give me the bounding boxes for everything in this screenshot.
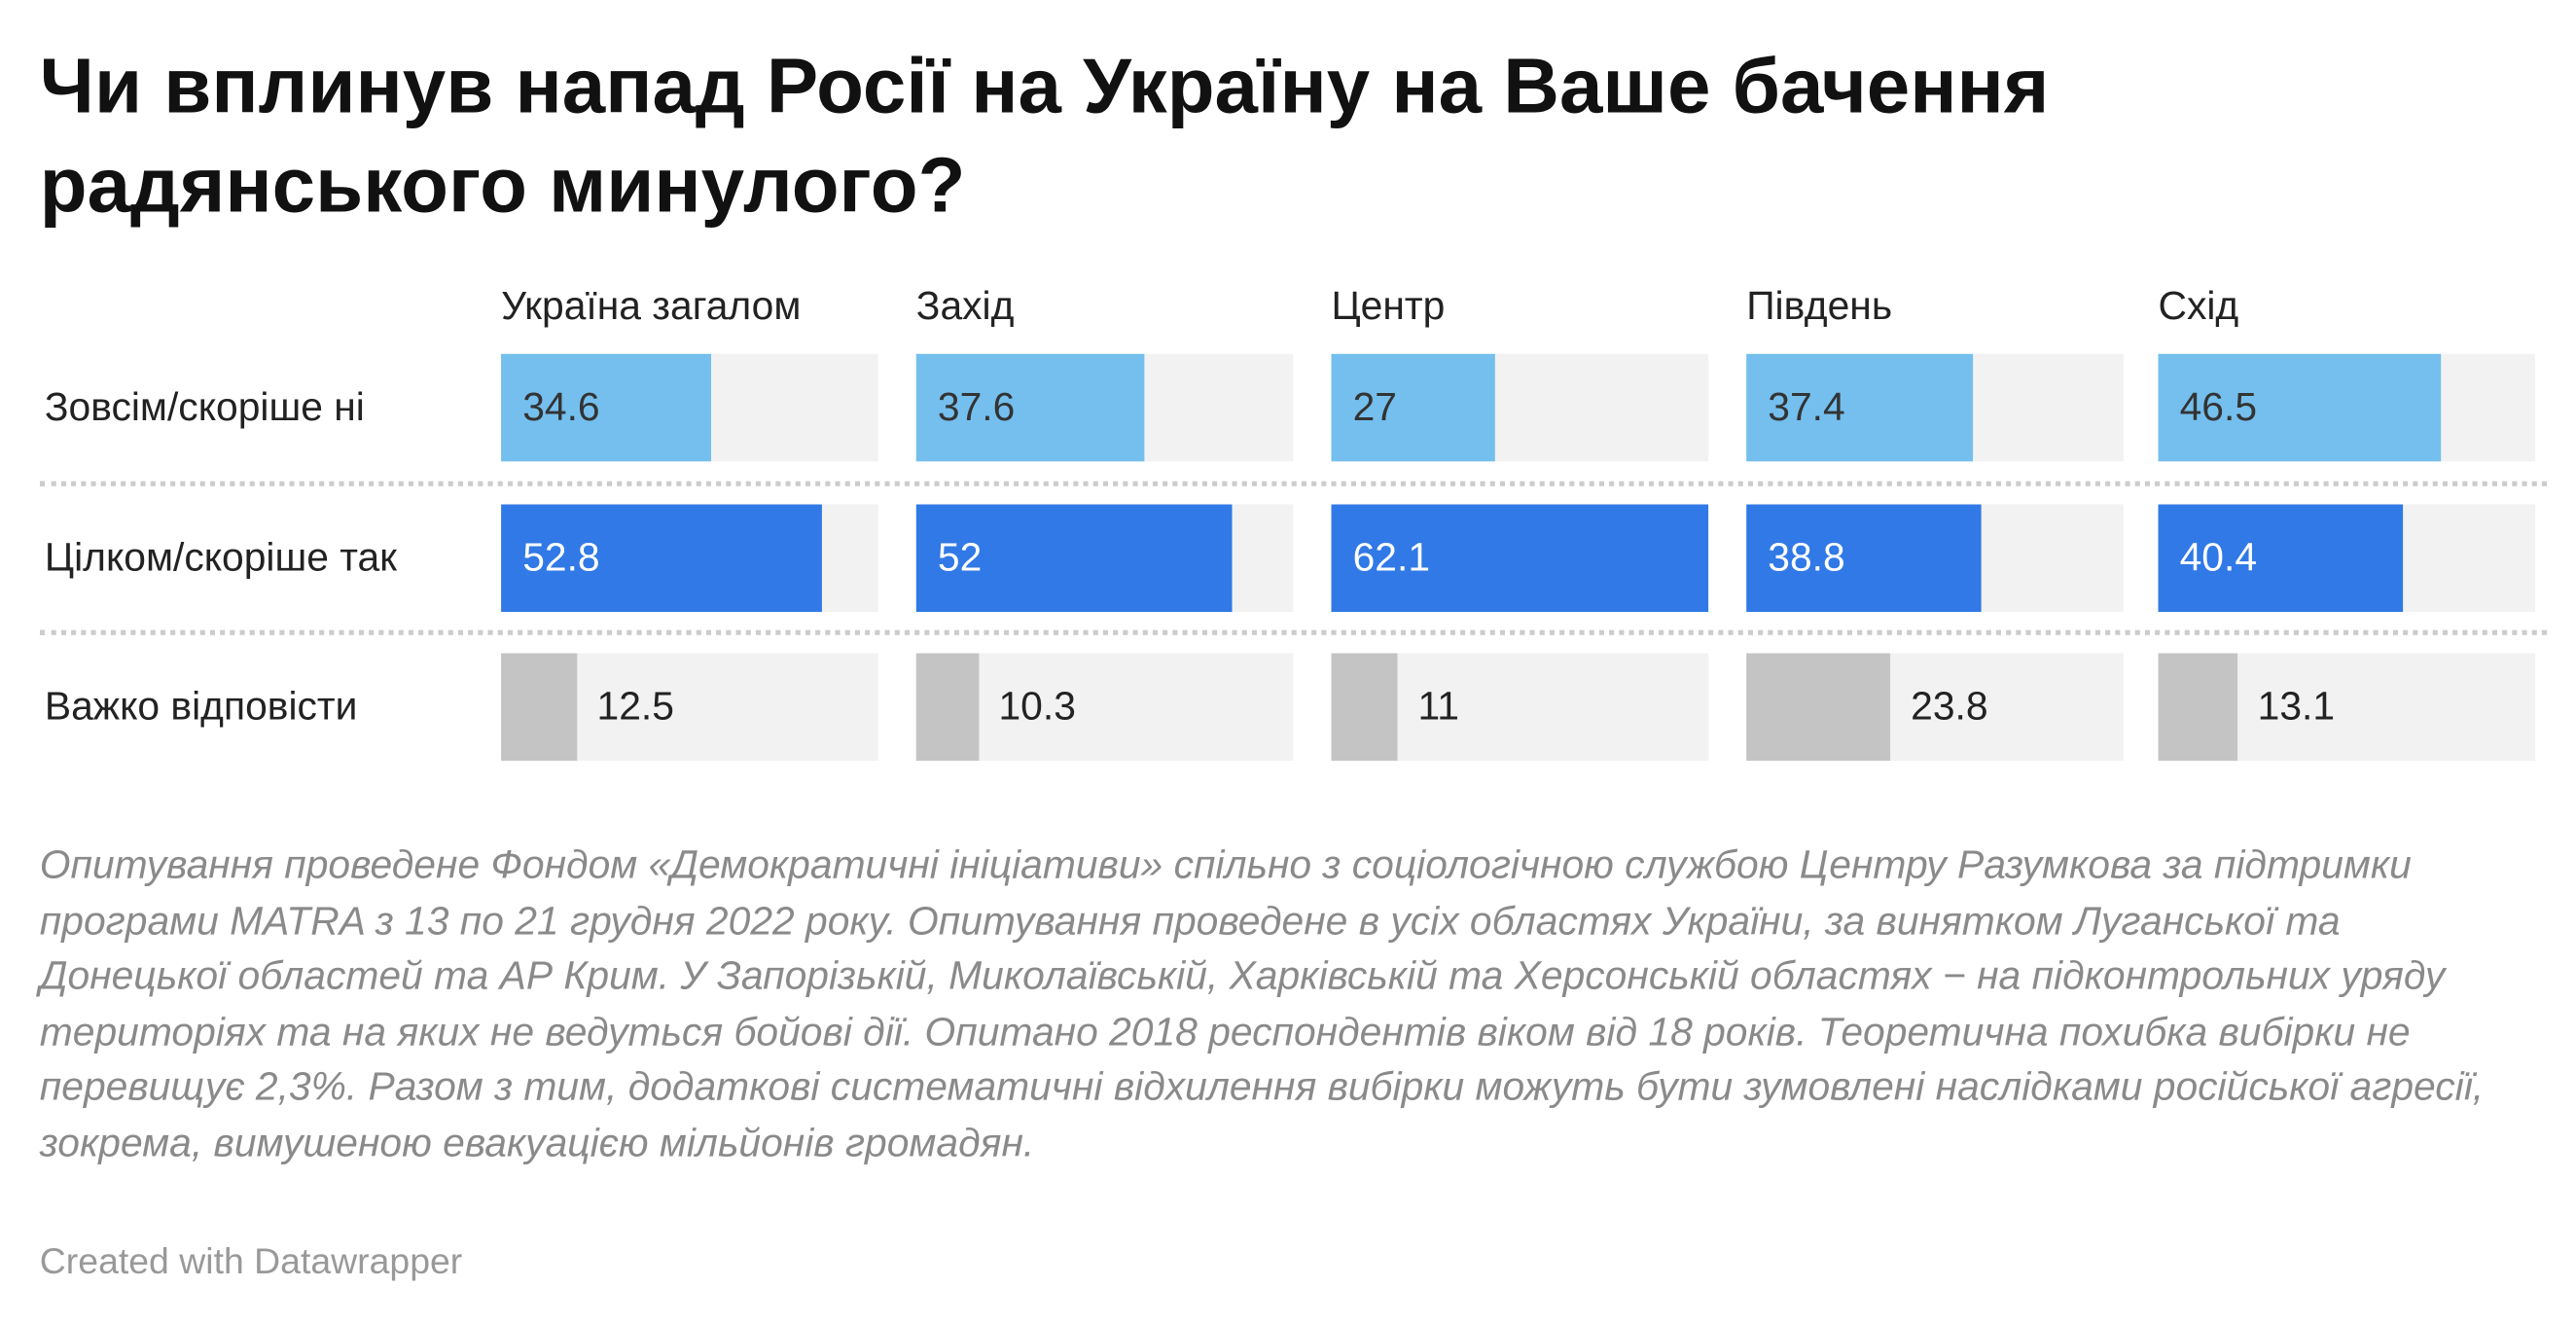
- bar: [1746, 353, 1974, 462]
- bar-track: 34.6: [501, 353, 878, 462]
- bar: [501, 504, 822, 612]
- bar-value-label: 13.1: [2257, 684, 2336, 730]
- bar-track: 37.4: [1746, 353, 2124, 462]
- bar-value-label: 46.5: [2179, 385, 2258, 430]
- column-header: Південь: [1746, 284, 1893, 330]
- bar-track: 23.8: [1746, 653, 2124, 761]
- chart-title: Чи вплинув напад Росії на Україну на Ваш…: [39, 41, 2050, 229]
- bar: [915, 504, 1233, 612]
- chart-notes: Опитування проведене Фондом «Демократичн…: [39, 843, 2485, 1165]
- row-label: Цілком/скоріше так: [44, 535, 398, 581]
- bar-track: 52.8: [501, 504, 878, 612]
- bar-track: 13.1: [2158, 653, 2536, 761]
- bar-value-label: 27: [1352, 385, 1397, 430]
- bar-value-label: 23.8: [1911, 684, 1988, 730]
- bar-value-label: 10.3: [998, 684, 1076, 730]
- bar-track: 12.5: [501, 653, 878, 761]
- bar-track: 46.5: [2158, 353, 2536, 462]
- bar-value-label: 38.8: [1768, 535, 1845, 581]
- bar: [1331, 353, 1496, 462]
- bar: [501, 353, 712, 462]
- row-separator: [39, 481, 2547, 486]
- bar: [501, 653, 578, 761]
- bar-value-label: 11: [1417, 684, 1459, 730]
- bar-value-label: 52.8: [522, 535, 600, 581]
- bar-value-label: 37.4: [1768, 385, 1845, 430]
- column-header: Схід: [2158, 284, 2239, 330]
- column-header: Україна загалом: [501, 284, 802, 330]
- bar: [915, 653, 980, 761]
- bar-track: 52: [915, 504, 1294, 612]
- bar-value-label: 37.6: [937, 385, 1016, 430]
- bar: [2158, 653, 2238, 761]
- bar: [1746, 504, 1983, 612]
- bar-value-label: 34.6: [522, 385, 600, 430]
- bar-track: 37.6: [915, 353, 1294, 462]
- bar-track: 38.8: [1746, 504, 2124, 612]
- bar: [1331, 504, 1709, 612]
- credit-link[interactable]: Created with Datawrapper: [39, 1240, 463, 1282]
- column-header: Захід: [915, 284, 1015, 330]
- column-header: Центр: [1331, 284, 1446, 330]
- bar-value-label: 12.5: [596, 684, 674, 730]
- bar-track: 11: [1331, 653, 1709, 761]
- bar-track: 62.1: [1331, 504, 1709, 612]
- bar-track: 40.4: [2158, 504, 2536, 612]
- bar-value-label: 62.1: [1352, 535, 1431, 581]
- bar-track: 10.3: [915, 653, 1294, 761]
- bar: [915, 353, 1145, 462]
- bar: [2158, 504, 2404, 612]
- row-label: Зовсім/скоріше ні: [44, 385, 365, 430]
- bar: [1746, 653, 1891, 761]
- row-label: Важко відповісти: [44, 684, 358, 730]
- bar-track: 27: [1331, 353, 1709, 462]
- row-separator: [39, 629, 2547, 635]
- bar-value-label: 40.4: [2179, 535, 2258, 581]
- bar: [2158, 353, 2441, 462]
- bar: [1331, 653, 1399, 761]
- bar-value-label: 52: [937, 535, 983, 581]
